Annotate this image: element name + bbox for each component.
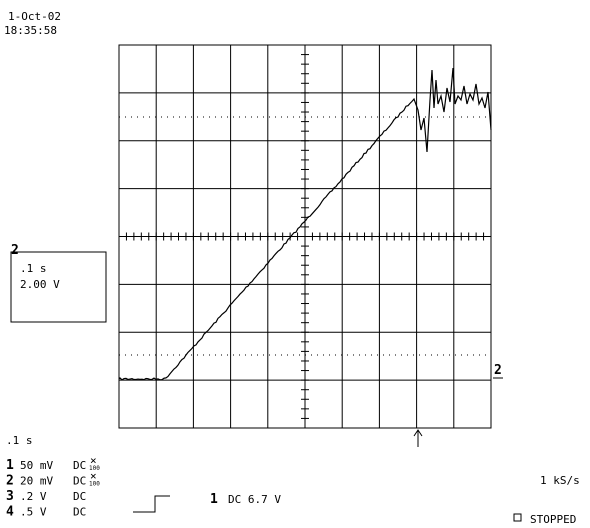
channel-scale: .2 V [20,490,47,503]
waveform [118,67,492,381]
trigger-setting: DC 6.7 V [228,493,281,506]
sample-rate: 1 kS/s [540,474,580,487]
channel-number: 1 [6,458,14,473]
channel-number: 3 [6,489,14,504]
channel-probe: × [90,470,97,483]
channel-coupling: DC [73,506,86,519]
channel-probe: 100 [89,481,100,488]
channel-probe: × [90,454,97,467]
ground-marker: 2 [494,363,502,378]
box-channel: 2 [11,243,19,258]
channel-scale: .5 V [20,506,47,519]
status-box [513,513,522,522]
box-timebase: .1 s [20,262,47,275]
channel-scale: 20 mV [20,475,53,488]
time: 18:35:58 [4,24,57,37]
cursor-box [10,251,107,323]
channel-coupling: DC [73,459,86,472]
channel-number: 2 [6,474,14,489]
channel-scale: 50 mV [20,459,53,472]
channel-probe: 100 [89,465,100,472]
trigger-source: 1 [210,492,218,507]
status: STOPPED [530,513,576,526]
trigger-arrow [413,429,423,447]
date: 1-Oct-02 [8,10,61,23]
trigger-edge-icon [133,495,170,513]
channel-coupling: DC [73,490,86,503]
box-volts: 2.00 V [20,278,60,291]
channel-number: 4 [6,505,14,520]
grid [118,44,492,429]
channel-coupling: DC [73,475,86,488]
timebase: .1 s [6,434,33,447]
